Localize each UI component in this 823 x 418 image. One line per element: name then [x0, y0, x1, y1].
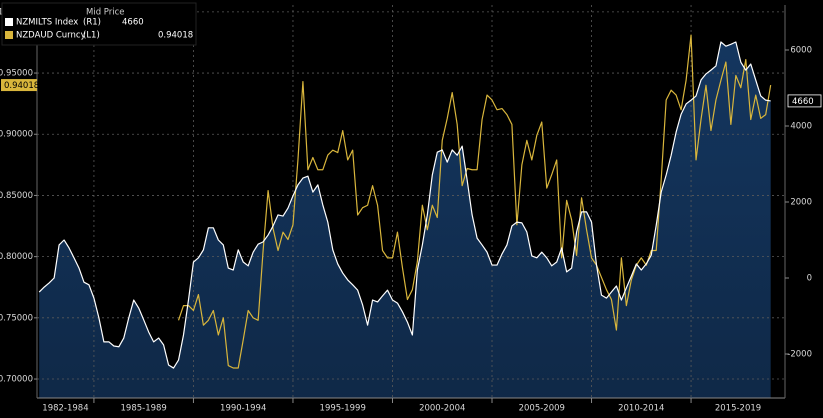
line — [38, 41, 771, 369]
area — [39, 42, 771, 398]
legend: Mid Price NZMILTS Index (R1) 4660 NZDAUD Cu… — [1, 2, 197, 46]
overlay: 0.70000 0.75000 0.80000 0.85000 0.90000 0.950… — [0, 5, 822, 414]
legend-value: 0.94018 — [158, 31, 193, 41]
y-tick-label: 0.70000 — [0, 375, 33, 385]
legend-swatch — [5, 31, 13, 39]
x-tick-label: 1995-1999 — [320, 404, 366, 414]
plot-area — [37, 5, 785, 398]
legend-tag: (R1) — [83, 18, 101, 28]
legend-title: Mid Price — [86, 8, 125, 18]
y2-tick-label: 0 — [807, 273, 812, 283]
legend-tag: (L1) — [83, 31, 100, 41]
y2-tick-label: 4000 — [790, 121, 812, 131]
legend-label: NZMILTS Index — [16, 18, 78, 28]
y-tick-label: 0.90000 — [0, 130, 33, 140]
y-tick-label: 0.95000 — [0, 69, 33, 79]
x-tick-label: 1982-1984 — [42, 404, 88, 414]
y-tick-label: 0.80000 — [0, 252, 33, 262]
line — [177, 34, 772, 369]
last-value-tag — [1, 79, 37, 92]
last-value-label: 4660 — [792, 97, 814, 107]
legend-box — [1, 2, 197, 46]
x-tick-label: 2010-2014 — [618, 404, 664, 414]
legend-value: 4660 — [122, 18, 144, 28]
legend-swatch — [5, 18, 13, 26]
y-tick-label: 0.85000 — [0, 191, 33, 201]
x-tick-label: 1990-1994 — [220, 404, 266, 414]
x-tick-label: 2000-2004 — [419, 404, 465, 414]
x-tick-label: 2015-2019 — [715, 404, 761, 414]
x-tick-label: 1985-1989 — [121, 404, 167, 414]
last-value-tag — [787, 94, 822, 108]
y2-tick-label: 6000 — [790, 45, 812, 55]
last-value-label: 0.94018 — [4, 81, 39, 91]
y2-tick-label: 2000 — [790, 197, 812, 207]
y-tick-label: 0.75000 — [0, 313, 33, 323]
y2-tick-label: -2000 — [787, 349, 812, 359]
x-tick-label: 2005-2009 — [519, 404, 565, 414]
legend-label: NZDAUD Curncy — [16, 31, 86, 41]
